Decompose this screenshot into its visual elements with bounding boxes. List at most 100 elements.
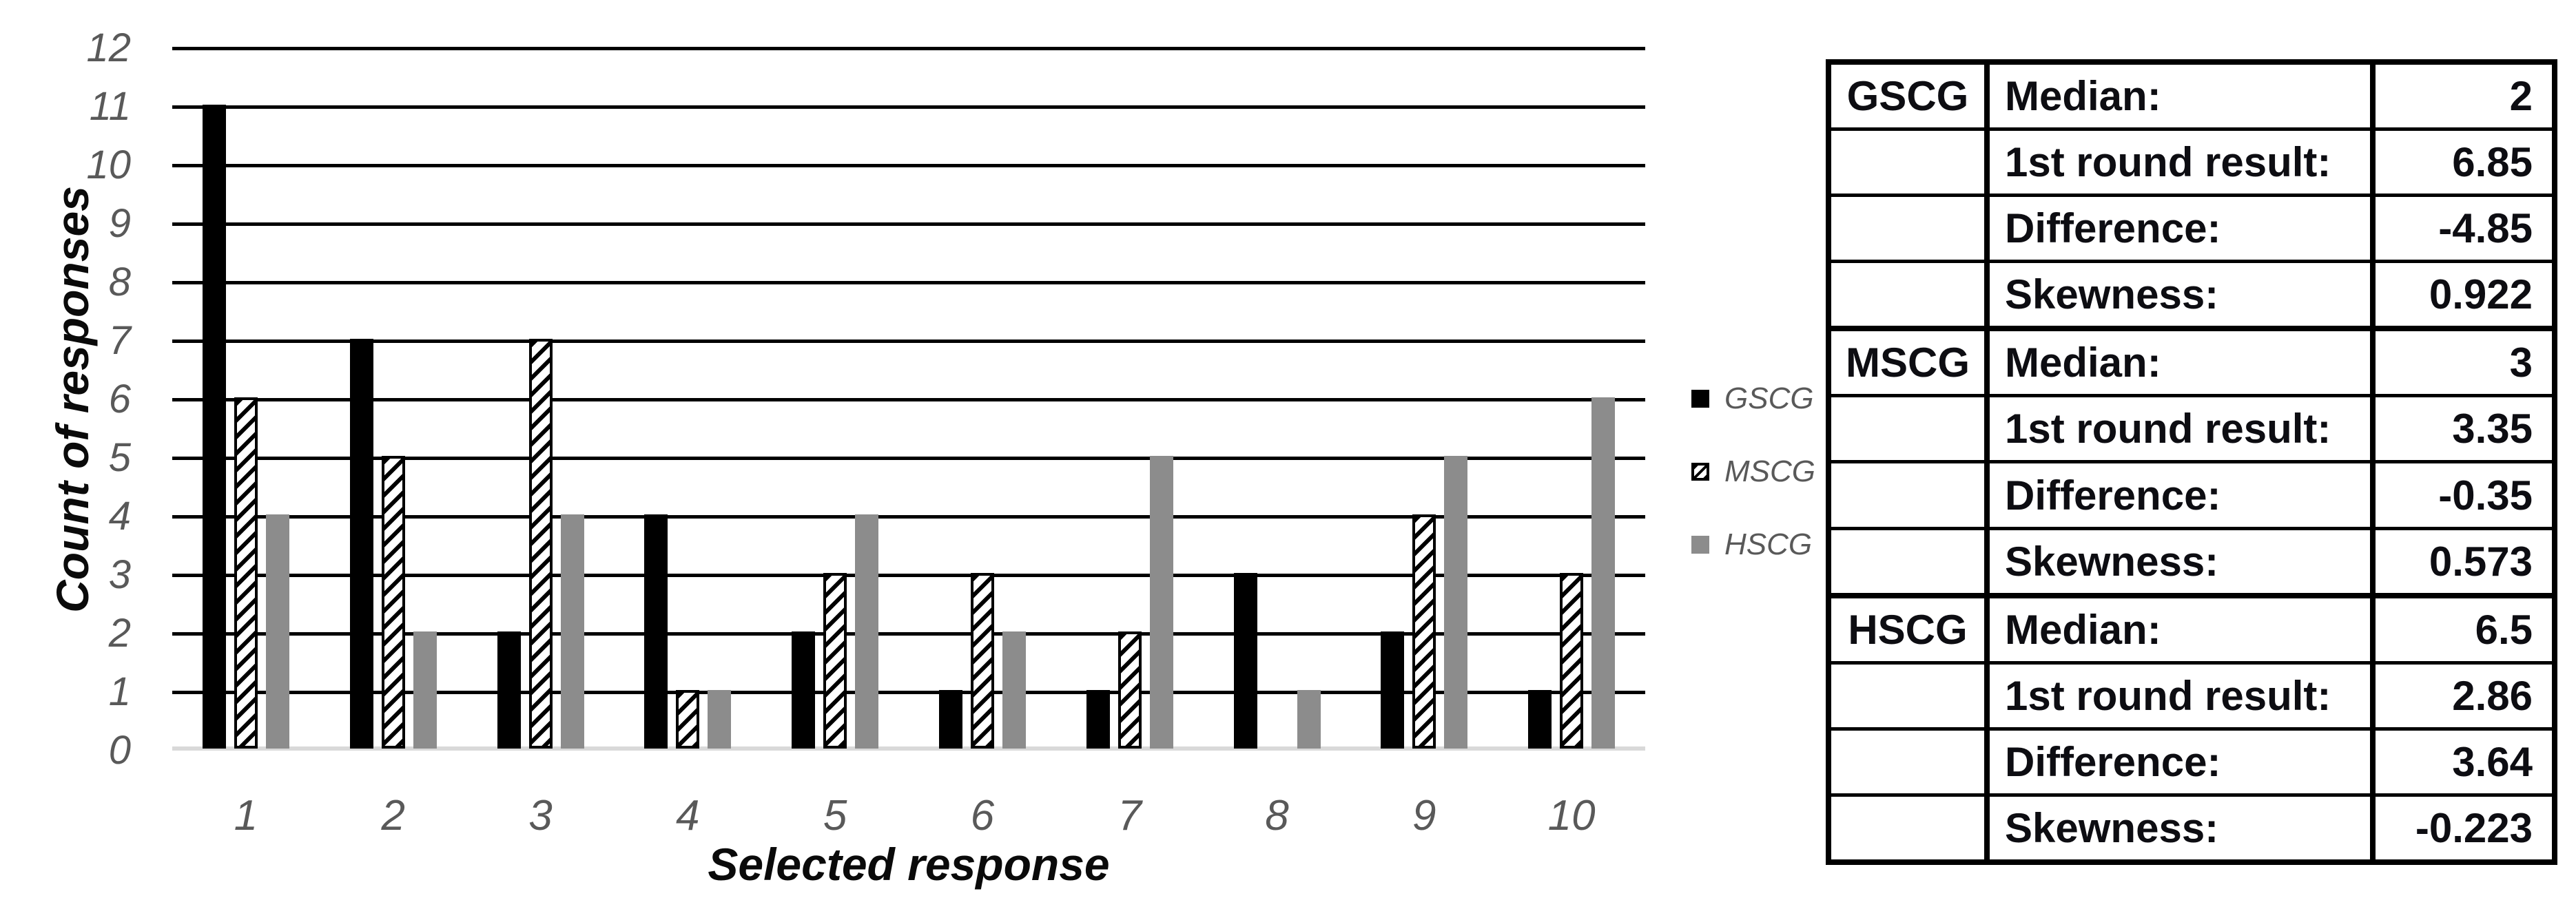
x-tick-label: 3 (528, 792, 553, 839)
legend-label: MSCG (1724, 454, 1815, 488)
gridline (172, 164, 1645, 167)
bar-mscg-2 (382, 456, 405, 749)
x-tick-label: 9 (1412, 792, 1436, 839)
table-value-cell: 3 (2370, 331, 2552, 395)
table-row: Skewness: 0.922 (1831, 260, 2552, 326)
table-value-cell: -0.35 (2370, 463, 2552, 527)
gridline (172, 281, 1645, 284)
x-tick-label: 10 (1547, 792, 1596, 839)
bar-mscg-10 (1560, 573, 1583, 749)
x-tick-label: 4 (676, 792, 700, 839)
table-label-cell: Difference: (1984, 463, 2370, 527)
bar-hscg-8 (1297, 690, 1321, 749)
gridline (172, 47, 1645, 50)
bar-hscg-5 (855, 514, 878, 749)
gridline (172, 339, 1645, 343)
table-label-cell: Median: (1984, 598, 2370, 661)
table-value-cell: -4.85 (2370, 197, 2552, 260)
table-value-cell: 6.5 (2370, 598, 2552, 661)
bar-hscg-10 (1591, 397, 1615, 749)
legend-label: GSCG (1724, 382, 1814, 415)
y-tick-label: 9 (108, 201, 131, 246)
y-tick-label: 12 (86, 25, 131, 70)
table-label-cell: Median: (1984, 65, 2370, 128)
table-row: Difference: 3.64 (1831, 727, 2552, 793)
gridline (172, 632, 1645, 636)
legend-item-mscg: MSCG (1691, 456, 1815, 488)
bar-gscg-8 (1234, 573, 1257, 749)
table-group-cell: MSCG (1846, 339, 1970, 386)
table-row: Difference: -4.85 (1831, 194, 2552, 260)
gridline (172, 105, 1645, 109)
x-tick-label: 7 (1117, 792, 1142, 839)
bar-gscg-4 (644, 514, 668, 749)
table-group-cell (1831, 397, 1984, 460)
table-value-cell: 2 (2370, 65, 2552, 128)
table-label-cell: 1st round result: (1984, 664, 2370, 727)
table-group-cell (1831, 797, 1984, 859)
legend: GSCG MSCG HSCG (1691, 383, 1815, 602)
x-tick-label: 8 (1265, 792, 1289, 839)
legend-label: HSCG (1724, 527, 1813, 561)
table-group-cell (1831, 463, 1984, 526)
bar-gscg-7 (1086, 690, 1110, 749)
table-group-cell (1831, 530, 1984, 593)
bar-mscg-5 (823, 573, 847, 749)
x-tick-label: 5 (823, 792, 847, 839)
bar-gscg-10 (1528, 690, 1552, 749)
legend-swatch-gscg-icon (1691, 390, 1709, 408)
table-row: HSCG Median: 6.5 (1831, 592, 2552, 661)
y-tick-label: 7 (108, 318, 131, 363)
bar-hscg-6 (1002, 631, 1026, 749)
bar-mscg-4 (676, 690, 699, 749)
table-group-cell: GSCG (1846, 73, 1969, 120)
x-axis-baseline (172, 746, 1645, 751)
y-tick-label: 0 (108, 728, 131, 773)
table-row: GSCG Median: 2 (1831, 65, 2552, 128)
table-group-cell (1831, 263, 1984, 326)
bar-gscg-1 (203, 105, 226, 749)
x-tick-label: 6 (970, 792, 995, 839)
table-label-cell: Skewness: (1984, 530, 2370, 593)
bar-mscg-3 (529, 339, 553, 749)
legend-item-gscg: GSCG (1691, 383, 1815, 415)
y-tick-label: 11 (89, 84, 131, 129)
y-tick-label: 6 (108, 377, 131, 421)
table-label-cell: Difference: (1984, 197, 2370, 260)
legend-swatch-hscg-icon (1691, 536, 1709, 554)
table-group-cell (1831, 197, 1984, 260)
gridline (172, 398, 1645, 401)
table-row: 1st round result: 3.35 (1831, 394, 2552, 461)
bar-mscg-9 (1412, 514, 1436, 749)
bar-hscg-7 (1150, 456, 1173, 749)
table-label-cell: 1st round result: (1984, 131, 2370, 194)
y-tick-label: 3 (108, 552, 131, 597)
table-group-cell (1831, 731, 1984, 793)
table-label-cell: 1st round result: (1984, 397, 2370, 461)
y-tick-label: 5 (108, 435, 131, 480)
x-axis-title: Selected response (708, 839, 1110, 890)
table-value-cell: 0.573 (2370, 530, 2552, 593)
table-value-cell: 2.86 (2370, 664, 2552, 727)
y-tick-label: 10 (86, 143, 131, 187)
y-tick-label: 4 (108, 494, 131, 539)
table-row: MSCG Median: 3 (1831, 326, 2552, 395)
bar-gscg-2 (350, 339, 373, 749)
table-label-cell: Median: (1984, 331, 2370, 395)
y-tick-label: 8 (108, 260, 131, 304)
bar-hscg-2 (413, 631, 437, 749)
bar-hscg-3 (561, 514, 584, 749)
table-value-cell: 6.85 (2370, 131, 2552, 194)
bar-mscg-7 (1118, 631, 1142, 749)
table-row: Skewness: 0.573 (1831, 526, 2552, 593)
y-tick-label: 2 (108, 611, 131, 656)
gridline (172, 222, 1645, 226)
table-label-cell: Skewness: (1984, 796, 2370, 859)
bar-mscg-1 (234, 397, 258, 749)
legend-item-hscg: HSCG (1691, 529, 1815, 561)
gridline (172, 574, 1645, 577)
table-group-cell: HSCG (1848, 606, 1968, 653)
table-value-cell: 3.64 (2370, 730, 2552, 793)
